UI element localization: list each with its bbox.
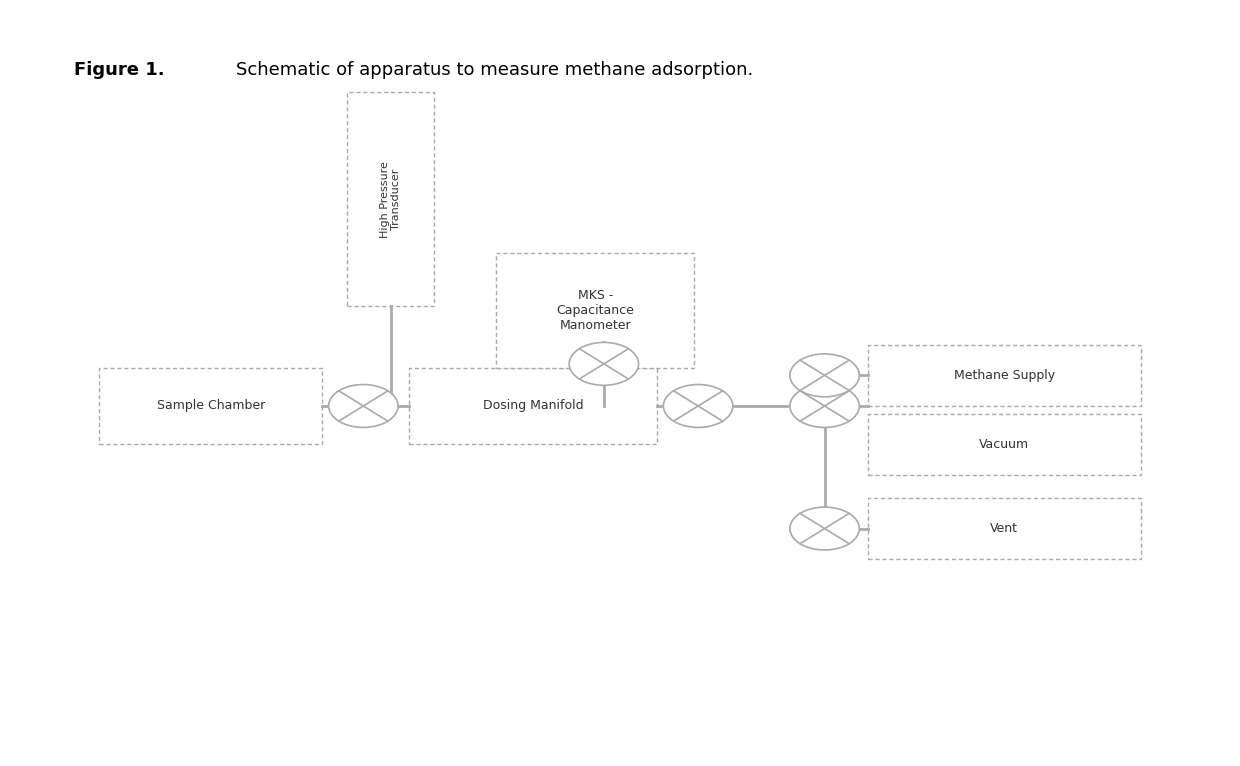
Circle shape [569, 342, 639, 385]
Text: High Pressure
Transducer: High Pressure Transducer [379, 161, 402, 237]
Circle shape [329, 385, 398, 427]
Circle shape [790, 507, 859, 550]
FancyBboxPatch shape [99, 368, 322, 444]
Circle shape [790, 385, 859, 427]
Text: Vacuum: Vacuum [980, 438, 1029, 450]
FancyBboxPatch shape [868, 498, 1141, 559]
FancyBboxPatch shape [347, 92, 434, 306]
Circle shape [663, 385, 733, 427]
Text: Sample Chamber: Sample Chamber [156, 400, 265, 412]
FancyBboxPatch shape [868, 414, 1141, 475]
Text: Vent: Vent [991, 522, 1018, 535]
Text: Methane Supply: Methane Supply [954, 369, 1055, 381]
Circle shape [790, 354, 859, 397]
Text: Figure 1.: Figure 1. [74, 61, 165, 79]
FancyBboxPatch shape [496, 253, 694, 368]
FancyBboxPatch shape [409, 368, 657, 444]
Text: Schematic of apparatus to measure methane adsorption.: Schematic of apparatus to measure methan… [236, 61, 753, 79]
FancyBboxPatch shape [868, 345, 1141, 406]
Text: Dosing Manifold: Dosing Manifold [482, 400, 584, 412]
Text: MKS -
Capacitance
Manometer: MKS - Capacitance Manometer [557, 289, 634, 332]
